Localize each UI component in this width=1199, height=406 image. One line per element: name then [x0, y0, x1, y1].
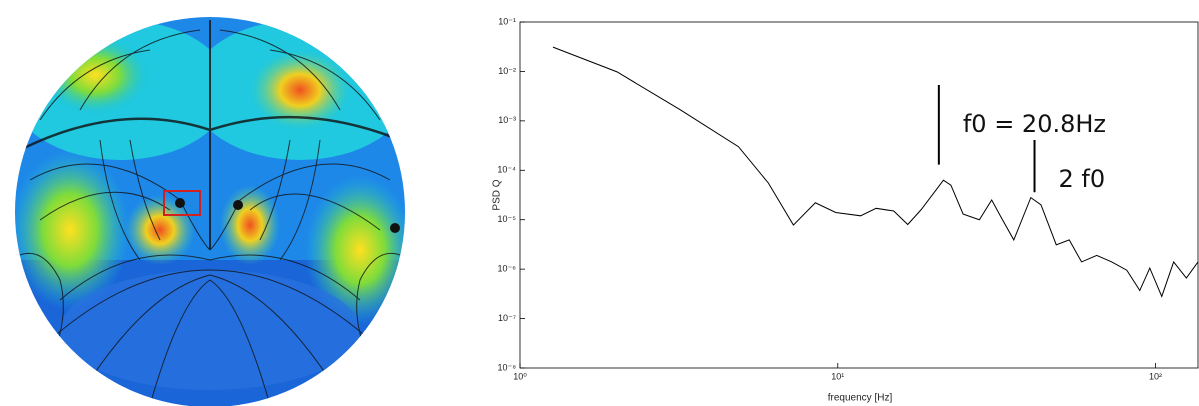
y-axis-label: PSD Q [492, 179, 503, 210]
y-tick-label: 10⁻² [498, 66, 516, 76]
plot-frame [519, 21, 1199, 369]
flow-image [15, 17, 405, 406]
y-tick-label: 10⁻¹ [498, 16, 516, 26]
x-tick-label: 10² [1149, 371, 1162, 381]
y-tick-label: 10⁻⁴ [497, 165, 516, 175]
annotation-text: f0 = 20.8Hz [963, 110, 1106, 138]
y-tick-label: 10⁻⁷ [498, 313, 516, 323]
y-tick-label: 10⁻⁵ [498, 214, 517, 224]
x-tick-label: 10⁰ [513, 371, 527, 381]
psd-line [552, 46, 1199, 298]
y-tick-label: 10⁻⁶ [498, 264, 517, 274]
x-tick-label: 10¹ [831, 371, 844, 381]
y-tick-label: 10⁻⁸ [497, 362, 516, 372]
y-tick-label: 10⁻³ [498, 115, 516, 125]
x-axis-label: frequency [Hz] [828, 393, 893, 404]
annotation-text: 2 f0 [1059, 165, 1106, 193]
